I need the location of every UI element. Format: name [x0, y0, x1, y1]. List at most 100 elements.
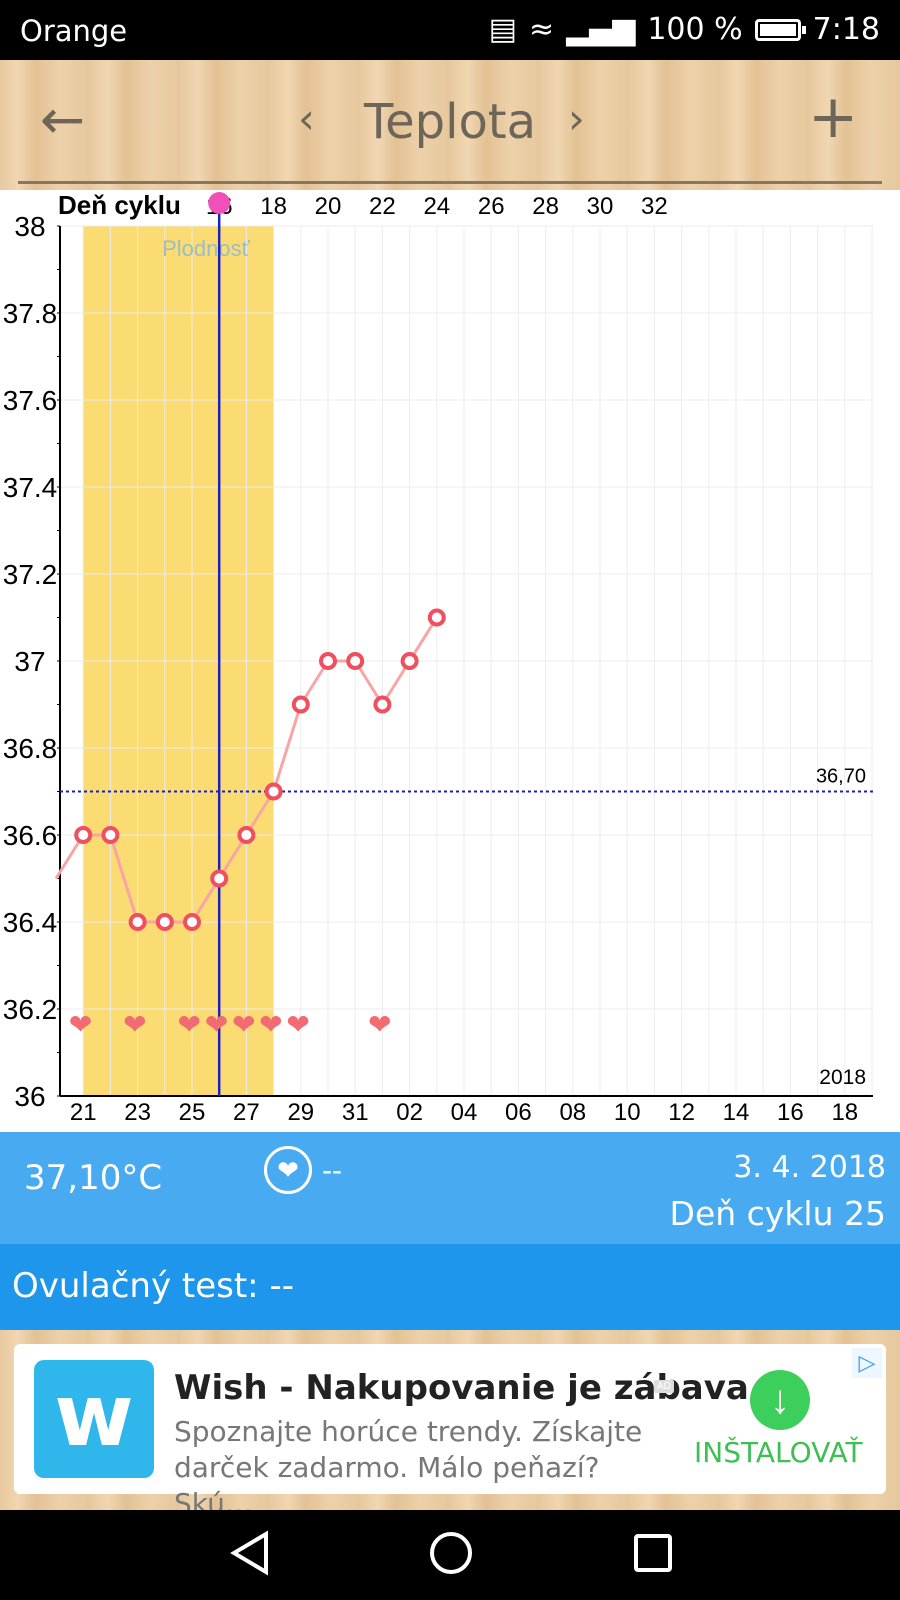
bottom-tick-label: 25: [179, 1099, 206, 1126]
bottom-tick-label: 31: [342, 1099, 369, 1126]
back-arrow-icon[interactable]: ←: [40, 88, 86, 151]
plus-icon[interactable]: +: [808, 82, 859, 152]
status-bar: Orange ▤ ≈ ▂▄▆ 100 % 7:18: [0, 0, 900, 60]
temperature-point: [319, 652, 337, 670]
temperature-value: 37,10°C: [24, 1158, 163, 1198]
carrier-name: Orange: [20, 14, 128, 48]
heart-marker-icon: ❤: [178, 1009, 201, 1040]
temperature-point: [346, 652, 365, 670]
y-tick-label: 37.2: [3, 559, 58, 590]
year-label: 2018: [819, 1066, 866, 1089]
y-tick-label: 37.8: [3, 298, 58, 329]
heart-icon[interactable]: ❤: [264, 1146, 312, 1194]
y-tick-label: 36.2: [3, 994, 58, 1025]
signal-icon: ▂▄▆: [566, 12, 636, 47]
temperature-point: [128, 913, 147, 931]
top-tick-label: 26: [478, 193, 505, 220]
temperature-point: [237, 826, 256, 844]
temperature-point: [101, 826, 120, 844]
y-tick-label: 37.4: [3, 472, 58, 503]
ovulation-test-label: Ovulačný test: --: [12, 1266, 294, 1306]
ovulation-test-value: --: [269, 1266, 294, 1306]
heart-marker-icon: ❤: [368, 1009, 391, 1040]
y-tick-label: 36.6: [3, 820, 58, 851]
download-icon[interactable]: ↓: [750, 1370, 810, 1430]
bottom-tick-label: 04: [451, 1099, 478, 1126]
temperature-point: [210, 869, 229, 888]
y-tick-label: 37.6: [3, 385, 58, 416]
wish-logo: w: [34, 1360, 154, 1478]
y-tick-label: 38: [14, 211, 45, 242]
install-button[interactable]: INŠTALOVAŤ: [694, 1436, 863, 1469]
status-icons: ▤ ≈ ▂▄▆ 100 % 7:18: [489, 12, 880, 47]
heart-marker-icon: ❤: [123, 1009, 146, 1040]
top-tick-label: 22: [369, 193, 396, 220]
bottom-tick-label: 12: [668, 1099, 695, 1126]
ad-description: Spoznajte horúce trendy. Získajte darček…: [174, 1415, 643, 1520]
bottom-tick-label: 16: [777, 1099, 804, 1126]
vibrate-icon: ▤: [488, 12, 517, 47]
battery-icon: [754, 18, 806, 41]
top-tick-label: 20: [315, 193, 342, 220]
heart-marker-icon: ❤: [259, 1009, 282, 1040]
adchoices-icon[interactable]: ▷: [852, 1348, 882, 1378]
y-tick-label: 36.4: [3, 907, 58, 938]
clock: 7:18: [812, 12, 880, 47]
bottom-tick-label: 06: [505, 1099, 532, 1126]
page-title: Teplota: [363, 94, 537, 150]
recents-nav-icon[interactable]: [628, 1528, 678, 1578]
cycle-day-label: Deň cyklu 25: [669, 1194, 886, 1233]
fertile-label: Plodnosť: [162, 236, 251, 261]
temperature-point: [74, 826, 93, 844]
ad-title[interactable]: Wish - Nakupovanie je zábava: [174, 1368, 749, 1408]
day-info-bar: 37,10°C ❤ -- 3. 4. 2018 Deň cyklu 25: [0, 1132, 900, 1244]
temperature-point: [427, 608, 446, 627]
temperature-point: [264, 782, 283, 801]
temperature-point: [373, 695, 392, 714]
top-tick-label: 30: [587, 193, 614, 220]
temperature-point: [183, 913, 201, 931]
today-marker-icon: [208, 192, 231, 214]
battery-percent: 100 %: [647, 12, 743, 47]
top-tick-label: 28: [532, 193, 559, 220]
ad-area: w Wish - Nakupovanie je zábava AD Spozna…: [0, 1330, 900, 1520]
bottom-tick-label: 27: [233, 1099, 260, 1126]
cycle-day-axis-label: Deň cyklu: [58, 190, 181, 220]
top-tick-label: 18: [260, 193, 287, 220]
heart-marker-icon: ❤: [286, 1009, 309, 1040]
temperature-chart[interactable]: 38 37.8 37.6 37.4 37.2 37 36.8 36.6 36.4 36.2 36 De…: [0, 190, 900, 1132]
bottom-tick-label: 29: [287, 1099, 314, 1126]
y-tick-label: 36.8: [3, 733, 58, 764]
toolbar: ← ‹ Teplota › +: [0, 60, 900, 190]
y-tick-label: 37: [14, 646, 45, 677]
intercourse-value: --: [322, 1154, 342, 1187]
temperature-point: [291, 695, 310, 714]
temperature-point: [155, 913, 174, 931]
top-tick-label: 32: [641, 193, 668, 220]
heart-marker-icon: ❤: [232, 1009, 255, 1040]
ad-banner[interactable]: w Wish - Nakupovanie je zábava AD Spozna…: [14, 1344, 886, 1520]
home-nav-icon[interactable]: [426, 1528, 476, 1578]
chevron-right-icon[interactable]: ›: [568, 94, 585, 143]
wifi-icon: ≈: [528, 12, 555, 47]
reference-line-label: 36,70: [816, 766, 866, 788]
y-tick-label: 36: [14, 1081, 45, 1112]
bottom-tick-label: 18: [831, 1099, 858, 1126]
bottom-tick-label: 23: [124, 1099, 151, 1126]
heart-marker-icon: ❤: [69, 1009, 92, 1040]
ad-badge: AD: [654, 1380, 674, 1393]
back-nav-icon[interactable]: [226, 1528, 276, 1578]
heart-marker-icon: ❤: [205, 1009, 228, 1040]
bottom-tick-label: 21: [70, 1099, 97, 1126]
chevron-left-icon[interactable]: ‹: [298, 94, 315, 143]
bottom-tick-label: 14: [723, 1099, 750, 1126]
temperature-point: [400, 652, 419, 670]
bottom-tick-label: 10: [614, 1099, 641, 1126]
bottom-tick-label: 02: [396, 1099, 423, 1126]
ovulation-test-bar[interactable]: Ovulačný test: --: [0, 1244, 900, 1330]
date-label: 3. 4. 2018: [733, 1150, 886, 1185]
chart-svg[interactable]: 38 37.8 37.6 37.4 37.2 37 36.8 36.6 36.4 36.2 36 De…: [0, 190, 900, 1132]
bottom-tick-label: 08: [559, 1099, 586, 1126]
navigation-bar: [0, 1510, 900, 1600]
top-tick-label: 24: [423, 193, 450, 220]
